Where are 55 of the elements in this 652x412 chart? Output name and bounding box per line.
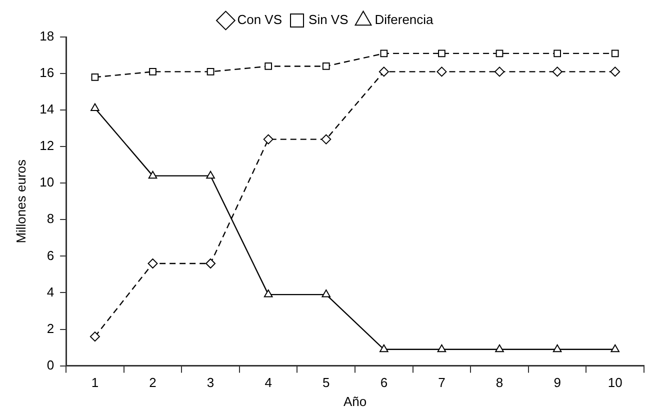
y-tick-label: 2: [46, 320, 54, 336]
point: [552, 344, 562, 352]
x-tick-label: 1: [91, 375, 99, 390]
point: [496, 50, 504, 58]
y-tick-label: 14: [40, 102, 54, 117]
point: [611, 50, 619, 58]
point: [148, 258, 158, 269]
point: [206, 68, 214, 76]
x-tick-label: 6: [380, 375, 388, 390]
legend-label: Sin VS: [308, 12, 349, 28]
point: [494, 66, 505, 77]
point: [264, 62, 272, 70]
y-tick-label: 18: [40, 28, 54, 44]
x-tick-label: 9: [554, 375, 561, 390]
point: [322, 62, 330, 70]
point: [610, 66, 620, 77]
point: [149, 68, 156, 76]
legend-label: Diferencia: [374, 12, 434, 28]
x-tick-label: 8: [496, 375, 504, 390]
y-tick-label: 4: [46, 284, 54, 300]
x-tick-label: 2: [149, 375, 156, 390]
point: [90, 103, 100, 111]
point: [554, 50, 561, 58]
y-axis-title: Millones euros: [13, 159, 28, 244]
point: [90, 332, 100, 342]
point: [610, 344, 620, 352]
point: [263, 134, 274, 144]
y-tick-label: 0: [46, 357, 54, 372]
point: [495, 344, 504, 352]
point: [552, 66, 562, 77]
x-axis-title: Año: [343, 394, 367, 409]
y-tick-label: 10: [40, 174, 54, 190]
y-tick-label: 12: [40, 138, 54, 154]
point: [206, 258, 216, 269]
x-tick-label: 4: [264, 375, 272, 390]
point: [148, 170, 158, 179]
point: [264, 290, 273, 298]
y-tick-label: 8: [46, 211, 54, 226]
x-tick-label: 3: [206, 375, 214, 390]
x-tick-label: 10: [608, 375, 622, 390]
y-tick-label: 16: [40, 65, 54, 80]
point: [438, 50, 446, 58]
point: [378, 66, 389, 77]
legend-label: Con VS: [237, 12, 282, 28]
x-tick-label: 5: [322, 375, 330, 390]
point: [380, 344, 388, 352]
x-tick-label: 7: [438, 375, 446, 390]
point: [380, 50, 388, 58]
point: [436, 66, 447, 77]
point: [206, 170, 215, 179]
point: [321, 134, 332, 144]
y-tick-label: 6: [46, 248, 54, 263]
point: [91, 74, 99, 81]
point: [437, 344, 446, 352]
point: [322, 290, 331, 298]
